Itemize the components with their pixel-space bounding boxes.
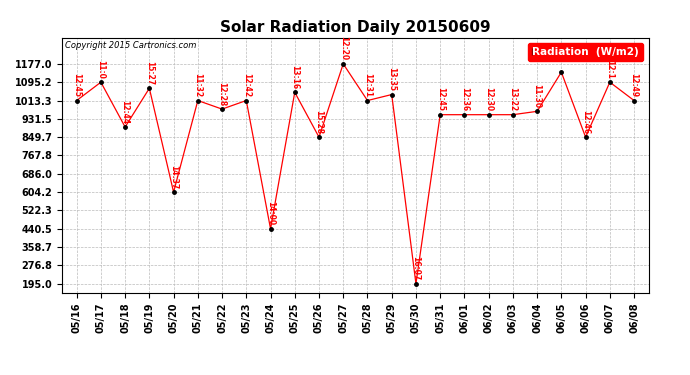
Text: 15:28: 15:28 bbox=[315, 110, 324, 134]
Text: 15:27: 15:27 bbox=[145, 61, 154, 85]
Text: 11:32: 11:32 bbox=[193, 73, 202, 97]
Text: 12:49: 12:49 bbox=[629, 73, 638, 97]
Text: 12:28: 12:28 bbox=[217, 81, 226, 106]
Text: 12:30: 12:30 bbox=[484, 87, 493, 111]
Text: 12:1: 12:1 bbox=[605, 60, 614, 79]
Text: 12:20: 12:20 bbox=[339, 36, 348, 61]
Text: 16:07: 16:07 bbox=[411, 256, 420, 280]
Text: 11:0: 11:0 bbox=[97, 60, 106, 79]
Text: Copyright 2015 Cartronics.com: Copyright 2015 Cartronics.com bbox=[65, 41, 197, 50]
Text: 12:45: 12:45 bbox=[72, 73, 81, 97]
Text: 12:44: 12:44 bbox=[121, 100, 130, 124]
Text: 14:00: 14:00 bbox=[266, 201, 275, 225]
Text: 13:16: 13:16 bbox=[290, 65, 299, 89]
Text: 12:31: 12:31 bbox=[363, 73, 372, 97]
Text: 11:30: 11:30 bbox=[533, 84, 542, 108]
Text: 13:22: 13:22 bbox=[509, 87, 518, 111]
Text: 13:35: 13:35 bbox=[387, 67, 396, 91]
Text: 12:42: 12:42 bbox=[241, 73, 250, 97]
Text: 12:36: 12:36 bbox=[460, 87, 469, 111]
Legend: Radiation  (W/m2): Radiation (W/m2) bbox=[529, 43, 643, 61]
Text: 12:45: 12:45 bbox=[435, 87, 444, 111]
Text: 14:37: 14:37 bbox=[169, 165, 178, 189]
Text: 12:46: 12:46 bbox=[581, 110, 590, 134]
Title: Solar Radiation Daily 20150609: Solar Radiation Daily 20150609 bbox=[220, 20, 491, 35]
